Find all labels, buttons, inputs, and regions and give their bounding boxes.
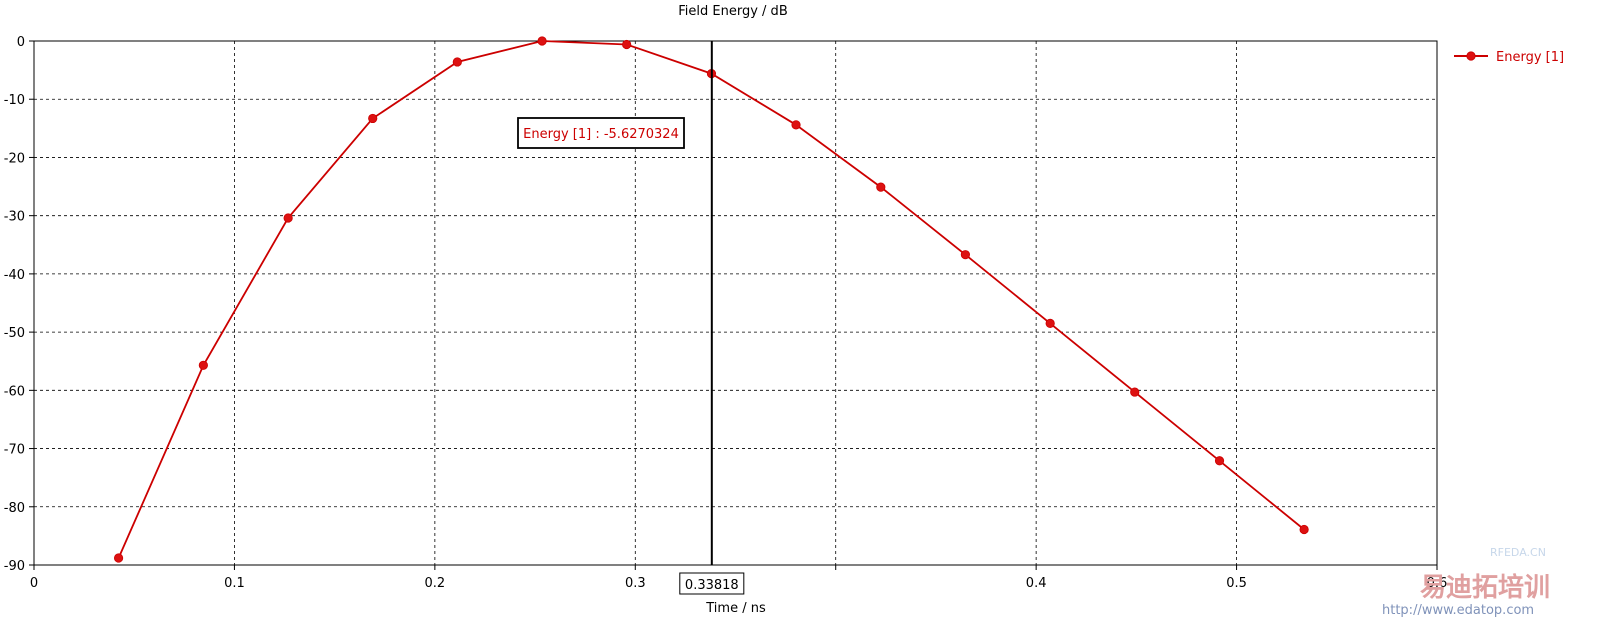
data-point bbox=[1045, 318, 1055, 328]
x-tick-label: 0.2 bbox=[425, 576, 446, 591]
y-tick-label: -90 bbox=[4, 559, 25, 574]
y-tick-label: -20 bbox=[4, 151, 25, 166]
data-point bbox=[198, 360, 208, 370]
cursor[interactable]: 0.33818 Energy [1] : -5.6270324 bbox=[517, 41, 745, 595]
chart-title: Field Energy / dB bbox=[678, 4, 787, 19]
y-tick-label: -50 bbox=[4, 326, 25, 341]
cursor-value-box bbox=[517, 117, 685, 149]
legend-marker bbox=[1466, 51, 1476, 61]
x-tick-label: 0.6 bbox=[1427, 576, 1448, 591]
x-axis-label: Time / ns bbox=[705, 601, 766, 616]
y-axis-ticks: 0 -10 -20 -30 -40 -50 -60 -70 -80 -90 bbox=[4, 35, 34, 574]
data-point bbox=[283, 213, 293, 223]
x-tick-label: 0.1 bbox=[224, 576, 245, 591]
legend-label: Energy [1] bbox=[1496, 50, 1564, 65]
y-tick-label: -40 bbox=[4, 268, 25, 283]
data-point bbox=[537, 36, 547, 46]
cursor-x-readout: 0.33818 bbox=[685, 578, 739, 593]
watermark-brand: 易迪拓培训 bbox=[1420, 573, 1550, 603]
y-tick-label: -70 bbox=[4, 443, 25, 458]
y-tick-label: -80 bbox=[4, 501, 25, 516]
plot-frame bbox=[33, 40, 1438, 566]
x-tick-label: 0 bbox=[30, 576, 38, 591]
data-point bbox=[1299, 524, 1309, 535]
data-point bbox=[1130, 387, 1140, 397]
x-tick-label: 0.4 bbox=[1026, 576, 1047, 591]
data-point bbox=[113, 553, 124, 563]
watermark-rfeda: RFEDA.CN bbox=[1490, 546, 1546, 559]
y-tick-label: 0 bbox=[17, 35, 25, 50]
data-point bbox=[452, 57, 462, 67]
data-point bbox=[791, 120, 801, 130]
grid-lines bbox=[34, 41, 1437, 565]
data-point bbox=[622, 39, 632, 50]
x-tick-label: 0.3 bbox=[625, 576, 646, 591]
x-axis-ticks: 0 0.1 0.2 0.3 0.4 0.5 0.6 bbox=[30, 565, 1447, 591]
y-tick-label: -10 bbox=[4, 93, 25, 108]
x-tick-label: 0.5 bbox=[1226, 576, 1247, 591]
y-tick-label: -30 bbox=[4, 210, 25, 225]
cursor-value-readout: Energy [1] : -5.6270324 bbox=[523, 127, 679, 142]
y-tick-label: -60 bbox=[4, 384, 25, 399]
legend: Energy [1] bbox=[1454, 50, 1564, 65]
data-point bbox=[368, 113, 378, 124]
data-point bbox=[1214, 456, 1225, 466]
cursor-x-readout-box bbox=[679, 572, 745, 595]
data-point bbox=[960, 250, 970, 260]
data-point bbox=[876, 182, 886, 192]
watermark-url: http://www.edatop.com bbox=[1382, 603, 1534, 618]
